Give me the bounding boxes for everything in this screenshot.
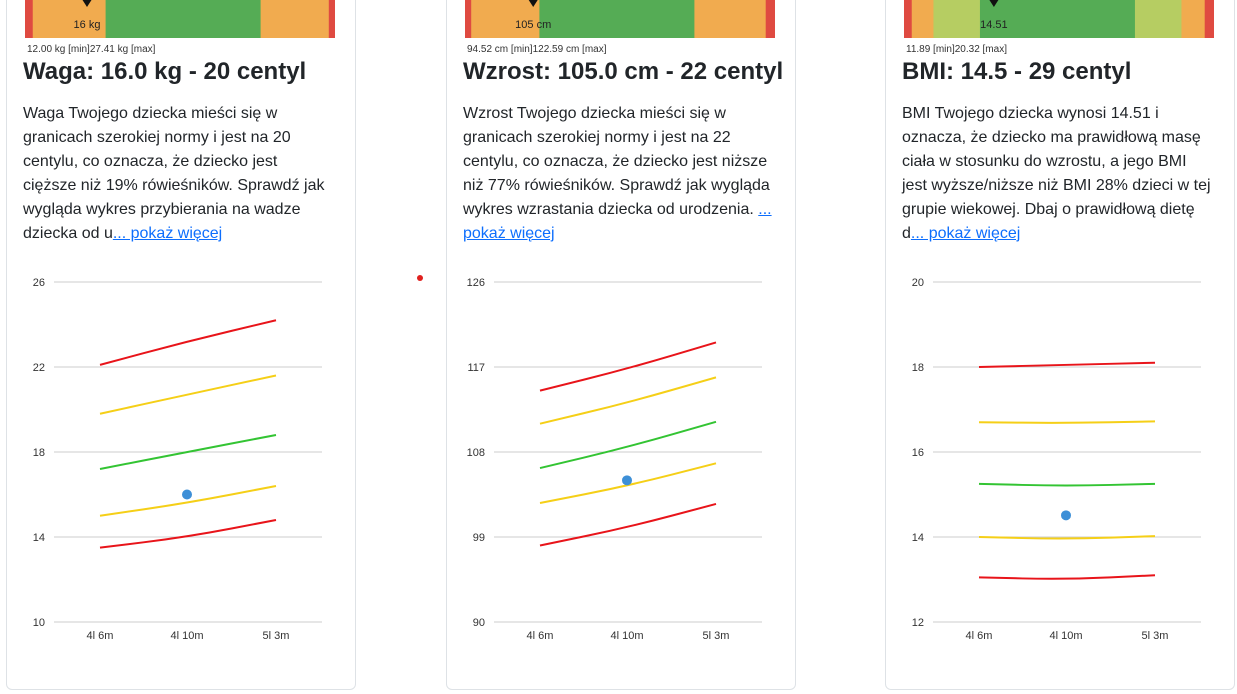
y-tick-label: 22	[33, 362, 45, 374]
weight-description: Waga Twojego dziecka mieści się w granic…	[23, 102, 333, 246]
gauge-segment-orange	[911, 0, 934, 38]
y-tick-label: 16	[912, 447, 924, 459]
percentile-line-4	[539, 502, 717, 547]
percentile-line-0	[99, 319, 277, 366]
x-tick-label: 4l 6m	[527, 630, 554, 642]
gauge-marker-icon	[528, 0, 538, 7]
bmi-title: BMI: 14.5 - 29 centyl	[902, 58, 1132, 85]
height-card: 105 cm 94.52 cm [min]122.59 cm [max] Wzr…	[446, 0, 796, 690]
x-tick-label: 5l 3m	[263, 630, 290, 642]
gauge-segment-orange	[260, 0, 330, 38]
x-tick-label: 4l 10m	[1049, 630, 1082, 642]
height-show-more-link[interactable]: ... pokaż więcej	[463, 201, 772, 242]
height-range-label: 94.52 cm [min]122.59 cm [max]	[467, 44, 607, 55]
gauge-segment-orange	[1181, 0, 1206, 38]
y-tick-label: 108	[467, 447, 485, 459]
weight-card: 16 kg 12.00 kg [min]27.41 kg [max] Waga:…	[6, 0, 356, 690]
child-measurement-point	[1061, 510, 1071, 521]
gauge-segment-red	[25, 0, 34, 38]
gauge-segment-light_green	[933, 0, 981, 38]
percentile-line-2	[978, 482, 1156, 487]
gauge-segment-red	[765, 0, 775, 38]
gauge-segment-red	[328, 0, 335, 38]
x-tick-label: 4l 6m	[966, 630, 993, 642]
child-measurement-point	[622, 475, 632, 486]
bmi-percentile-gauge: 14.51	[904, 0, 1214, 38]
weight-chart: 10 14 18 22 26 4l 6m 4l 10m 5l 3m	[33, 277, 322, 642]
height-chart: 90 99 108 117 126 4l 6m 4l 10m 5l 3m	[467, 277, 762, 642]
y-tick-label: 99	[473, 532, 485, 544]
gauge-segment-green	[539, 0, 695, 38]
y-tick-label: 18	[33, 447, 45, 459]
gauge-marker-icon	[82, 0, 92, 7]
gauge-marker-label: 105 cm	[515, 19, 551, 31]
bmi-show-more-link[interactable]: ... pokaż więcej	[910, 225, 1021, 242]
percentile-line-1	[978, 420, 1156, 424]
y-tick-label: 117	[467, 362, 485, 374]
gauge-segment-green	[105, 0, 262, 38]
y-tick-label: 90	[473, 617, 485, 629]
bmi-range-label: 11.89 [min]20.32 [max]	[906, 44, 1007, 55]
height-title: Wzrost: 105.0 cm - 22 centyl	[463, 58, 784, 85]
gauge-segment-red	[904, 0, 913, 38]
child-measurement-point	[182, 489, 192, 500]
percentile-line-0	[978, 361, 1156, 368]
percentile-line-1	[539, 376, 717, 425]
percentile-line-0	[539, 341, 717, 392]
x-tick-label: 5l 3m	[703, 630, 730, 642]
percentile-line-3	[99, 485, 277, 517]
y-tick-label: 18	[912, 362, 924, 374]
gauge-segment-orange	[471, 0, 540, 38]
percentile-line-4	[978, 574, 1156, 580]
bmi-chart: 12 14 16 18 20 4l 6m 4l 10m 5l 3m	[912, 277, 1201, 642]
bmi-description-text: BMI Twojego dziecka wynosi 14.51 i oznac…	[902, 105, 1211, 242]
weight-range-label: 12.00 kg [min]27.41 kg [max]	[27, 44, 156, 55]
weight-show-more-link[interactable]: ... pokaż więcej	[112, 225, 223, 242]
x-tick-label: 4l 6m	[87, 630, 114, 642]
gauge-segment-orange	[694, 0, 767, 38]
y-tick-label: 26	[33, 277, 45, 289]
percentile-line-1	[99, 374, 277, 415]
y-tick-label: 12	[912, 617, 924, 629]
weight-percentile-gauge: 16 kg	[25, 0, 335, 38]
weight-description-text: Waga Twojego dziecka mieści się w granic…	[23, 105, 325, 242]
percentile-line-2	[99, 434, 277, 470]
gauge-segment-orange	[32, 0, 107, 38]
bmi-card: 14.51 11.89 [min]20.32 [max] BMI: 14.5 -…	[885, 0, 1235, 690]
gauge-marker-icon	[989, 0, 999, 7]
percentile-line-2	[539, 420, 717, 470]
y-tick-label: 126	[467, 277, 485, 289]
gauge-marker-label: 14.51	[980, 19, 1008, 31]
gauge-segment-red	[1204, 0, 1214, 38]
height-percentile-gauge: 105 cm	[465, 0, 775, 38]
gauge-marker-label: 16 kg	[74, 19, 101, 31]
percentile-line-3	[978, 535, 1156, 540]
weight-title: Waga: 16.0 kg - 20 centyl	[23, 58, 307, 85]
x-tick-label: 4l 10m	[170, 630, 203, 642]
y-tick-label: 10	[33, 617, 45, 629]
gauge-segment-light_green	[1134, 0, 1182, 38]
bmi-description: BMI Twojego dziecka wynosi 14.51 i oznac…	[902, 102, 1212, 246]
percentile-line-4	[99, 519, 277, 549]
x-tick-label: 4l 10m	[610, 630, 643, 642]
gauge-segment-red	[465, 0, 472, 38]
y-tick-label: 20	[912, 277, 924, 289]
x-tick-label: 5l 3m	[1142, 630, 1169, 642]
red-dot-marker	[417, 275, 423, 281]
y-tick-label: 14	[912, 532, 924, 544]
height-description-text: Wzrost Twojego dziecka mieści się w gran…	[463, 105, 770, 218]
y-tick-label: 14	[33, 532, 45, 544]
gauge-segment-green	[979, 0, 1136, 38]
height-description: Wzrost Twojego dziecka mieści się w gran…	[463, 102, 773, 246]
